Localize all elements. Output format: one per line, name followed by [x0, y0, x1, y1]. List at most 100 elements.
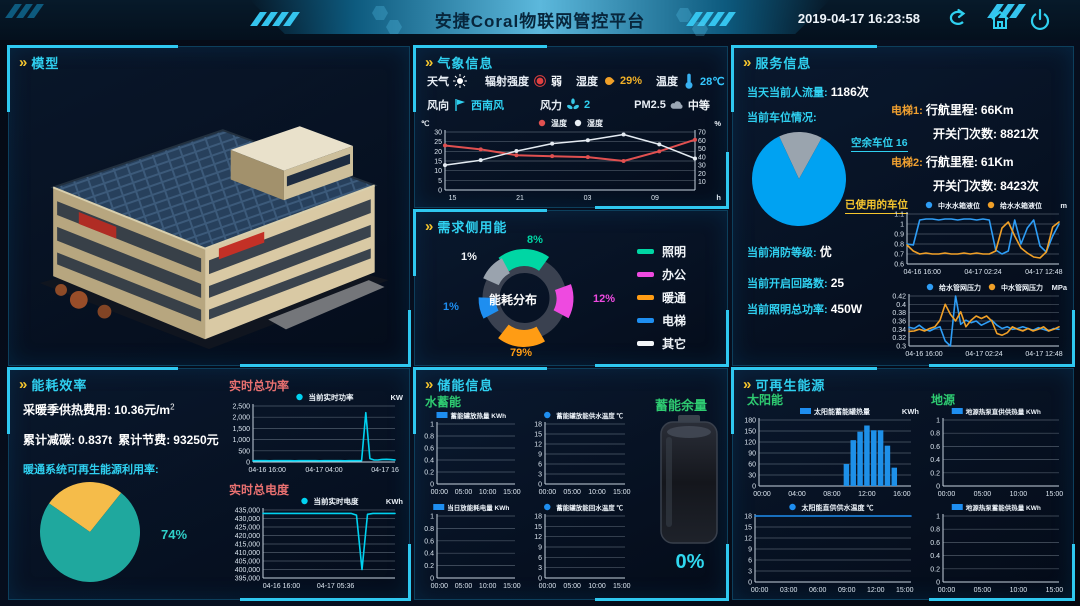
battery-title: 蓄能余量: [655, 398, 708, 413]
legend-item: 办公: [637, 266, 686, 283]
hex-decor: [676, 8, 692, 22]
svg-text:04-16 16:00: 04-16 16:00: [249, 467, 286, 474]
weather-row-2: 风向 西南风 风力 2 PM2.5 中等: [427, 97, 720, 113]
double-chevron-icon: »: [743, 53, 751, 71]
lighting-label: 当前照明总功率:: [747, 304, 828, 316]
panel-title-demand: 需求侧用能: [437, 220, 508, 235]
circuits-label: 当前开启回路数:: [747, 278, 828, 290]
pct-elevator: 1%: [443, 301, 459, 313]
legend-swatch: [637, 295, 654, 300]
heating-sup: 2: [170, 402, 175, 412]
heating-label: 采暖季供热费用:: [23, 403, 111, 417]
svg-text:3: 3: [538, 472, 542, 479]
svg-text:℃: ℃: [421, 119, 430, 128]
svg-text:05:00: 05:00: [563, 583, 581, 590]
svg-text:0.42: 0.42: [892, 294, 906, 301]
svg-text:%: %: [714, 119, 721, 128]
pct-office: 12%: [593, 293, 616, 305]
power-button[interactable]: [1028, 8, 1052, 32]
storage-electricity-chart: 0 0.2 0.4 0.6 0.8 1 00:00 05:00 10:00 15:00 当日放能耗电…: [417, 501, 525, 591]
geothermal-storage-chart: 0 0.2 0.4 0.6 0.8 1 00:00 05:00 10:00 15:00 地源热泵蓄能…: [923, 501, 1069, 595]
legend-label: 其它: [662, 337, 687, 351]
svg-text:0.6: 0.6: [930, 444, 940, 451]
saving-label: 累计节费:: [118, 433, 171, 447]
svg-text:1: 1: [430, 422, 434, 429]
solar-title: 太阳能: [747, 393, 784, 407]
svg-text:0.2: 0.2: [424, 563, 434, 570]
svg-text:90: 90: [748, 451, 756, 458]
weather-label: PM2.5: [634, 99, 666, 111]
radiation-icon: [533, 74, 547, 88]
weather-value: 弱: [551, 76, 562, 88]
svg-text:地源热泵直供供热量 KWh: 地源热泵直供供热量 KWh: [966, 407, 1041, 416]
double-chevron-icon: »: [425, 217, 433, 235]
fire-value: 优: [819, 245, 832, 259]
svg-text:395,000: 395,000: [235, 576, 260, 583]
svg-text:10:00: 10:00: [479, 583, 497, 590]
svg-text:0.4: 0.4: [930, 457, 940, 464]
power-chart-title: 实时总功率: [229, 379, 290, 393]
svg-text:0: 0: [246, 460, 250, 467]
svg-text:15: 15: [534, 432, 542, 439]
back-button[interactable]: [946, 8, 970, 32]
svg-text:30: 30: [434, 130, 442, 137]
svg-text:10: 10: [698, 179, 706, 186]
svg-text:0.6: 0.6: [424, 538, 434, 545]
elevator2-mileage: 61Km: [980, 155, 1014, 169]
svg-text:405,000: 405,000: [235, 559, 260, 566]
wind-direction-icon: [453, 98, 467, 112]
pm25-cloud-icon: [670, 98, 684, 112]
home-button[interactable]: [988, 8, 1012, 32]
svg-text:120: 120: [744, 440, 756, 447]
svg-text:1,500: 1,500: [232, 426, 250, 433]
svg-text:蓄能罐放热量 KWh: 蓄能罐放热量 KWh: [451, 411, 507, 420]
svg-text:0: 0: [936, 484, 940, 491]
fire-label: 当前消防等级:: [747, 247, 817, 259]
svg-text:6: 6: [538, 462, 542, 469]
panel-title-weather: 气象信息: [437, 56, 494, 71]
svg-text:蓄能罐放能回水温度 ℃: 蓄能罐放能回水温度 ℃: [556, 503, 623, 512]
svg-text:04-17 12:48: 04-17 12:48: [1025, 351, 1062, 358]
geothermal-direct-chart: 0 0.2 0.4 0.6 0.8 1 00:00 05:00 10:00 15:00 地源热泵直供…: [923, 405, 1069, 499]
svg-text:2,000: 2,000: [232, 415, 250, 422]
svg-text:10:00: 10:00: [588, 583, 606, 590]
energy-distribution-donut: [427, 235, 622, 361]
pct-lighting: 8%: [527, 234, 543, 246]
svg-text:400,000: 400,000: [235, 567, 260, 574]
realtime-energy-chart: 395,000 400,000 405,000 410,000 415,000 420,0…: [221, 495, 405, 591]
double-chevron-icon: »: [425, 375, 433, 393]
svg-text:10:00: 10:00: [479, 489, 497, 496]
svg-text:30: 30: [748, 473, 756, 480]
svg-text:18: 18: [534, 422, 542, 429]
svg-text:20: 20: [698, 171, 706, 178]
svg-text:180: 180: [744, 418, 756, 425]
svg-text:0.4: 0.4: [424, 458, 434, 465]
svg-text:08:00: 08:00: [823, 491, 841, 498]
svg-text:0: 0: [752, 484, 756, 491]
svg-text:03:00: 03:00: [780, 587, 798, 594]
back-icon: [949, 8, 966, 25]
svg-text:0: 0: [936, 580, 940, 587]
double-chevron-icon: »: [19, 375, 27, 393]
svg-text:435,000: 435,000: [235, 508, 260, 515]
legend-swatch: [637, 249, 654, 254]
svg-text:15:00: 15:00: [896, 587, 914, 594]
svg-text:12: 12: [744, 536, 752, 543]
legend-item: 电梯: [637, 312, 686, 329]
elevator2-label: 电梯2:: [891, 157, 923, 169]
svg-text:05:00: 05:00: [974, 491, 992, 498]
datetime: 2019-04-17 16:23:58: [797, 11, 920, 26]
visitors-value: 1186次: [830, 85, 869, 99]
svg-text:太阳能蓄能罐热量: 太阳能蓄能罐热量: [814, 407, 870, 416]
hvac-renewable-pie: [39, 481, 141, 583]
water-storage-title: 水蓄能: [425, 395, 462, 409]
svg-text:温度: 温度: [551, 118, 568, 128]
wind-power-icon: [566, 98, 580, 112]
page-title: 安捷Coral物联网管控平台: [434, 12, 646, 31]
svg-text:00:00: 00:00: [539, 489, 557, 496]
mileage-label: 行航里程:: [925, 103, 978, 117]
svg-text:04-17 12:48: 04-17 12:48: [1025, 269, 1062, 276]
svg-text:地源热泵蓄能供热量 KWh: 地源热泵蓄能供热量 KWh: [966, 503, 1041, 512]
sun-icon: [453, 74, 467, 88]
svg-text:12: 12: [534, 442, 542, 449]
